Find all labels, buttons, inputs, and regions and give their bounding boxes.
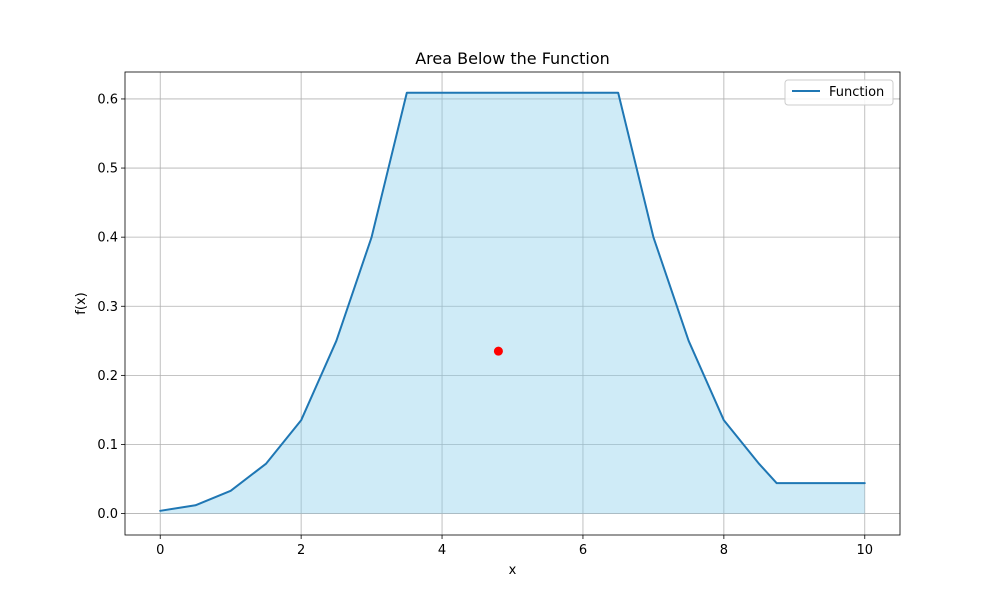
y-axis-ticks: 0.0 0.1 0.2 0.3 0.4 0.5 0.6 bbox=[97, 92, 125, 522]
series-line-function bbox=[159, 91, 866, 512]
area-fill-layer bbox=[160, 92, 865, 514]
x-axis-ticks: 0 2 4 6 8 10 bbox=[156, 535, 873, 558]
chart-title: Area Below the Function bbox=[415, 49, 610, 68]
area-fill bbox=[160, 92, 865, 514]
plot-area bbox=[125, 72, 900, 535]
y-tick-label-3: 0.3 bbox=[97, 300, 118, 315]
x-tick-label-0: 0 bbox=[156, 543, 164, 558]
y-tick-label-6: 0.6 bbox=[97, 92, 118, 107]
grid bbox=[125, 72, 900, 535]
y-tick-label-4: 0.4 bbox=[97, 231, 118, 246]
x-tick-label-3: 6 bbox=[579, 543, 587, 558]
y-tick-label-2: 0.2 bbox=[97, 369, 118, 384]
legend-label-function: Function bbox=[829, 85, 884, 100]
series-line-layer bbox=[159, 91, 866, 512]
x-axis-label: x bbox=[509, 563, 517, 578]
x-tick-label-5: 10 bbox=[856, 543, 873, 558]
plot-border bbox=[124, 71, 901, 536]
y-tick-label-5: 0.5 bbox=[97, 162, 118, 177]
marker-point-0 bbox=[493, 346, 503, 356]
legend: Function bbox=[784, 79, 894, 106]
x-tick-label-1: 2 bbox=[297, 543, 305, 558]
x-tick-label-2: 4 bbox=[438, 543, 446, 558]
x-tick-label-4: 8 bbox=[720, 543, 728, 558]
legend-box bbox=[784, 79, 894, 106]
y-tick-label-1: 0.1 bbox=[97, 438, 118, 453]
y-tick-label-0: 0.0 bbox=[97, 507, 118, 522]
y-axis-label: f(x) bbox=[74, 292, 89, 314]
point-layer bbox=[493, 346, 503, 356]
